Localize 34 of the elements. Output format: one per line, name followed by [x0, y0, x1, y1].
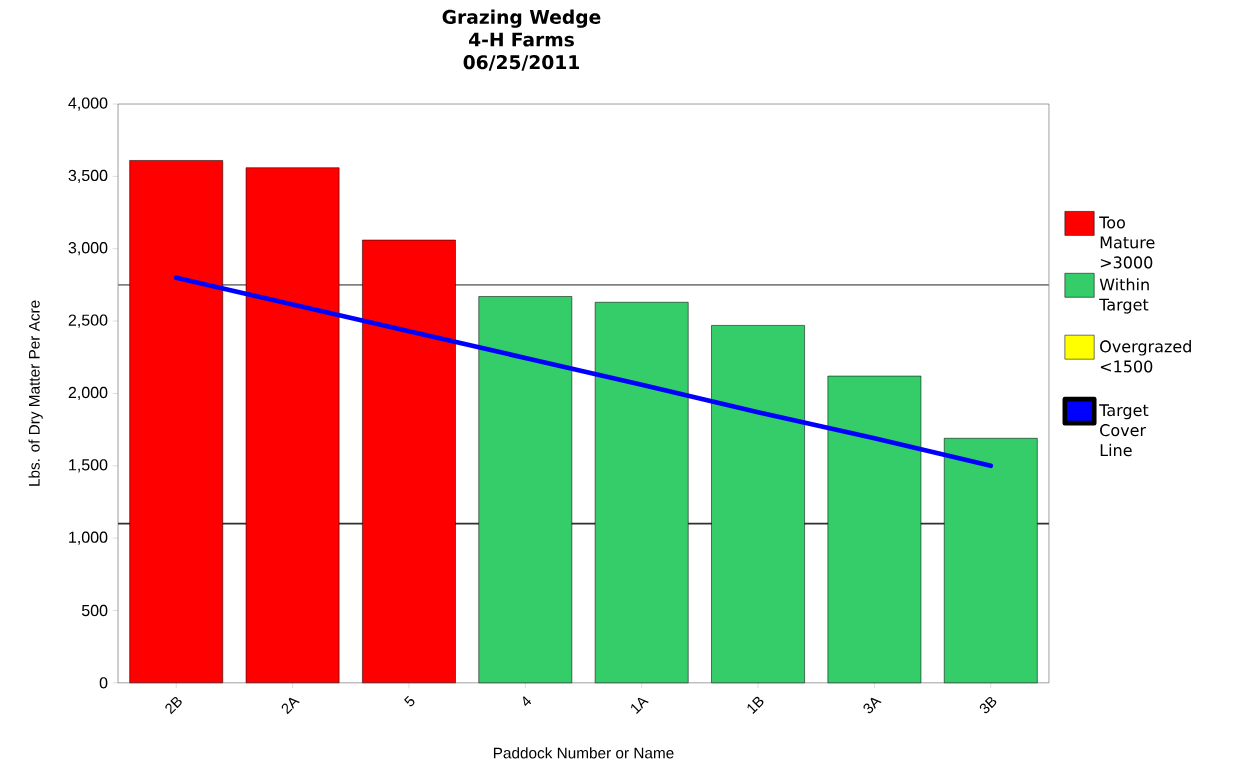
- x-tick-label: 2A: [281, 698, 300, 715]
- legend-label: Overgrazed <1500: [1100, 340, 1191, 373]
- bar: [245, 167, 340, 684]
- x-tick-label: 4: [523, 696, 532, 707]
- line-series: [173, 275, 994, 469]
- x-tick-label: 2B: [165, 697, 182, 715]
- y-tick-label: 3,000: [68, 242, 108, 256]
- bar: [827, 376, 922, 684]
- x-tick-label: 3B: [979, 697, 997, 714]
- bar: [711, 325, 805, 684]
- bar: [943, 438, 1038, 684]
- bar: [362, 240, 456, 684]
- bar: [594, 302, 689, 684]
- y-tick-label: 500: [81, 605, 108, 617]
- x-tick-label: 3A: [863, 698, 882, 714]
- chart-subtitle: 4-H Farms 06/25/2011: [463, 32, 580, 71]
- x-axis-title: Paddock Number or Name: [493, 747, 674, 759]
- legend-label: Too Mature >3000: [1099, 216, 1155, 269]
- y-tick-label: 1,000: [69, 531, 108, 545]
- x-tick-label: 1A: [631, 697, 649, 715]
- chart-title: Grazing Wedge: [442, 9, 601, 29]
- legend-label: Within Target: [1099, 278, 1149, 314]
- y-tick-label: 4,000: [68, 97, 108, 111]
- y-tick-label: 2,000: [68, 387, 108, 401]
- y-tick-label: 1,500: [69, 459, 108, 473]
- bar: [478, 296, 573, 684]
- x-tick-label: 5: [404, 695, 415, 707]
- y-tick-label: 3,500: [68, 170, 108, 184]
- y-tick-label: 2,500: [68, 314, 108, 328]
- x-tick-label: 1B: [747, 697, 764, 715]
- y-tick-label: 0: [99, 677, 108, 689]
- legend-label: Target Cover Line: [1099, 404, 1149, 457]
- y-axis-title: Lbs. of Dry Matter Per Acre: [28, 300, 43, 487]
- bar: [129, 160, 224, 684]
